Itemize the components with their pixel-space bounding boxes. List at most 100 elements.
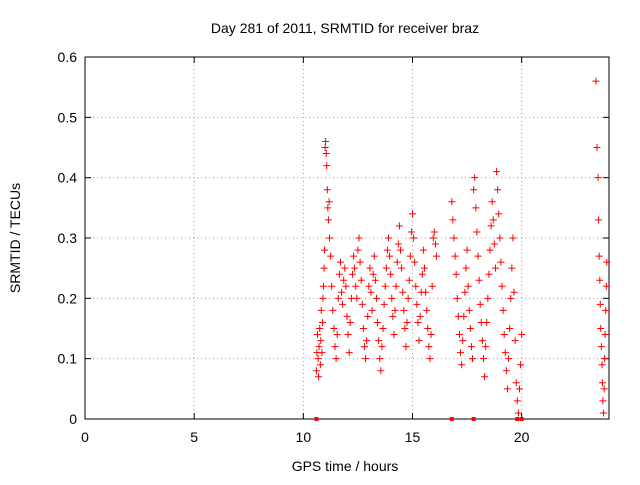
data-point	[450, 234, 458, 242]
data-point	[433, 252, 441, 260]
data-point	[392, 282, 400, 290]
data-point	[518, 331, 526, 339]
data-point	[325, 198, 333, 206]
data-point	[383, 246, 391, 254]
data-point	[389, 312, 397, 320]
data-point	[360, 343, 368, 351]
data-point	[353, 294, 361, 302]
data-point	[510, 288, 518, 296]
data-point	[374, 318, 382, 326]
data-point	[594, 174, 602, 182]
data-point	[340, 276, 348, 284]
data-point	[410, 234, 418, 242]
data-point	[363, 337, 371, 345]
data-point	[463, 246, 471, 254]
data-point	[507, 294, 515, 302]
data-point	[474, 252, 482, 260]
data-point	[490, 240, 498, 248]
data-point	[320, 264, 328, 272]
data-point	[491, 264, 499, 272]
data-point	[351, 264, 359, 272]
data-point	[315, 343, 323, 351]
data-point	[483, 318, 491, 326]
data-point	[464, 282, 472, 290]
data-point	[323, 186, 331, 194]
data-point	[391, 306, 399, 314]
data-point	[462, 264, 470, 272]
data-point	[501, 349, 509, 357]
data-point	[369, 270, 377, 278]
data-point	[451, 252, 459, 260]
data-point	[600, 385, 608, 393]
data-point	[429, 234, 437, 242]
data-point	[342, 282, 350, 290]
data-point	[359, 325, 367, 332]
data-point	[378, 343, 386, 351]
data-point	[333, 331, 341, 339]
data-point	[393, 258, 401, 266]
data-point	[598, 379, 606, 387]
y-tick-label: 0.4	[58, 170, 78, 186]
data-point	[317, 306, 325, 314]
data-point	[379, 325, 387, 332]
y-axis-label: SRMTID / TECUs	[7, 183, 23, 293]
x-tick-label: 10	[296, 429, 312, 445]
data-point	[404, 294, 412, 302]
x-axis-label: GPS time / hours	[292, 458, 399, 474]
data-point	[380, 300, 388, 308]
data-point	[314, 355, 322, 363]
data-point	[381, 282, 389, 290]
data-point	[396, 246, 404, 254]
data-point	[503, 385, 511, 393]
data-point	[467, 343, 475, 351]
data-point	[317, 337, 325, 345]
data-point	[425, 343, 433, 351]
data-point	[478, 337, 486, 345]
x-tick-label: 0	[81, 429, 89, 445]
data-point	[508, 264, 516, 272]
data-point	[372, 294, 380, 302]
data-point	[479, 355, 487, 363]
data-point	[316, 361, 324, 369]
zero-marker	[314, 417, 319, 421]
data-point	[423, 306, 431, 314]
data-points	[312, 77, 611, 421]
data-point	[597, 343, 605, 351]
data-point	[375, 337, 383, 345]
data-point	[384, 234, 392, 242]
y-tick-label: 0	[69, 411, 77, 427]
data-point	[341, 264, 349, 272]
data-point	[502, 367, 510, 375]
data-point	[458, 361, 466, 369]
data-point	[365, 282, 373, 290]
data-point	[598, 361, 606, 369]
data-point	[517, 361, 525, 369]
data-point	[405, 276, 413, 284]
data-point	[597, 325, 605, 332]
data-point	[509, 234, 517, 242]
data-point	[472, 204, 480, 212]
data-point	[512, 379, 520, 387]
zero-marker	[519, 417, 524, 421]
data-point	[328, 282, 336, 290]
data-point	[461, 288, 469, 296]
data-point	[506, 325, 514, 332]
data-point	[348, 270, 356, 278]
data-point	[331, 343, 339, 351]
data-point	[315, 373, 323, 381]
data-point	[386, 252, 394, 260]
data-point	[486, 246, 494, 254]
data-point	[336, 258, 344, 266]
data-point	[473, 228, 481, 236]
data-point	[453, 294, 461, 302]
data-point	[592, 77, 600, 85]
data-point	[513, 397, 521, 405]
data-point	[496, 234, 504, 242]
data-point	[595, 252, 603, 260]
data-point	[411, 258, 419, 266]
data-point	[493, 168, 501, 176]
data-point	[426, 355, 434, 363]
data-point	[465, 306, 473, 314]
data-point	[329, 306, 337, 314]
